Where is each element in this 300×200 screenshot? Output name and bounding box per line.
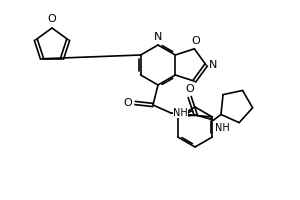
Text: N: N (154, 32, 162, 42)
Text: O: O (48, 14, 56, 24)
Text: N: N (209, 60, 218, 70)
Text: NH: NH (173, 108, 188, 118)
Text: O: O (191, 36, 200, 46)
Text: O: O (123, 98, 132, 108)
Text: NH: NH (215, 123, 230, 133)
Text: O: O (185, 84, 194, 94)
